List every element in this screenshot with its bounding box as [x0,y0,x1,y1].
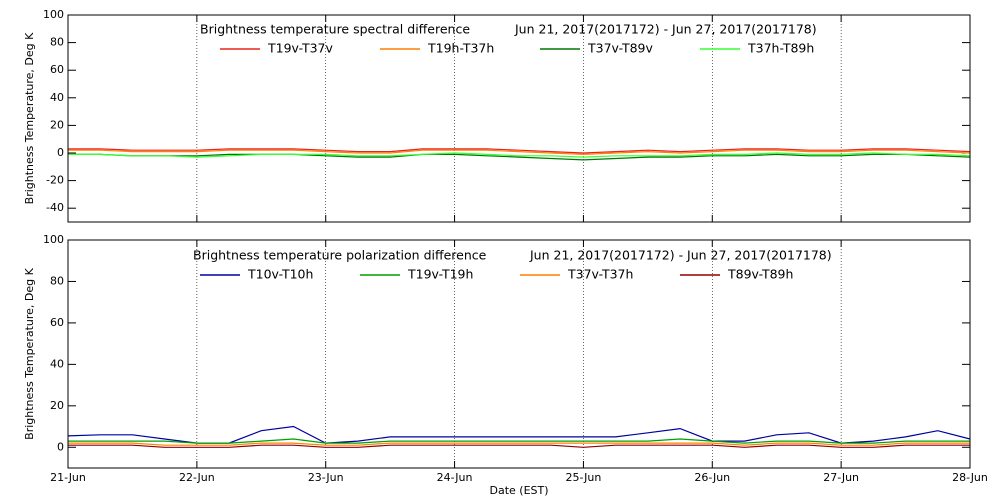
x-tick-label: 26-Jun [694,471,730,484]
y-tick-label: 80 [50,274,64,287]
y-tick-label: 40 [50,357,64,370]
y-tick-label: 80 [50,36,64,49]
legend-label: T37v-T37h [567,267,633,282]
plot-frame [67,14,971,223]
series-line [68,442,970,446]
panel-title: Brightness temperature polarization diff… [193,248,487,263]
x-axis-label: Date (EST) [489,484,548,497]
legend-label: T19v-T37v [267,41,334,56]
panel-subtitle: Jun 21, 2017(2017172) - Jun 27, 2017(201… [514,22,817,37]
y-tick-label: 40 [50,91,64,104]
y-tick-label: 0 [57,146,64,159]
y-tick-label: 100 [43,8,64,21]
y-tick-label: 20 [50,399,64,412]
x-tick-label: 22-Jun [179,471,215,484]
x-tick-label: 28-Jun [952,471,988,484]
legend-label: T10v-T10h [247,267,313,282]
panel-title: Brightness temperature spectral differen… [200,22,470,37]
series-line [68,153,971,161]
panel-subtitle: Jun 21, 2017(2017172) - Jun 27, 2017(201… [529,248,832,263]
x-tick-label: 24-Jun [437,471,473,484]
legend-label: T89v-T89h [727,267,793,282]
series-line [68,438,970,444]
legend-label: T37h-T89h [747,41,814,56]
series-line [68,444,970,448]
x-tick-label: 23-Jun [308,471,344,484]
y-tick-label: 60 [50,316,64,329]
y-tick-label: 20 [50,118,64,131]
series-line [68,149,971,156]
y-tick-label: -20 [46,174,64,187]
x-tick-label: 21-Jun [50,471,86,484]
plot-frame [67,239,971,469]
y-tick-label: 60 [50,63,64,76]
y-axis-label: Brightness Temperature, Deg K [23,32,36,204]
y-axis-label: Brightness Temperature, Deg K [23,267,36,439]
series-line [68,152,971,158]
y-tick-label: 0 [57,440,64,453]
legend-label: T19v-T19h [407,267,473,282]
x-tick-label: 27-Jun [823,471,859,484]
series-line [68,148,971,154]
y-tick-label: -40 [46,201,64,214]
legend-label: T19h-T37h [427,41,494,56]
legend-label: T37v-T89v [587,41,654,56]
y-tick-label: 100 [43,233,64,246]
x-tick-label: 25-Jun [566,471,602,484]
